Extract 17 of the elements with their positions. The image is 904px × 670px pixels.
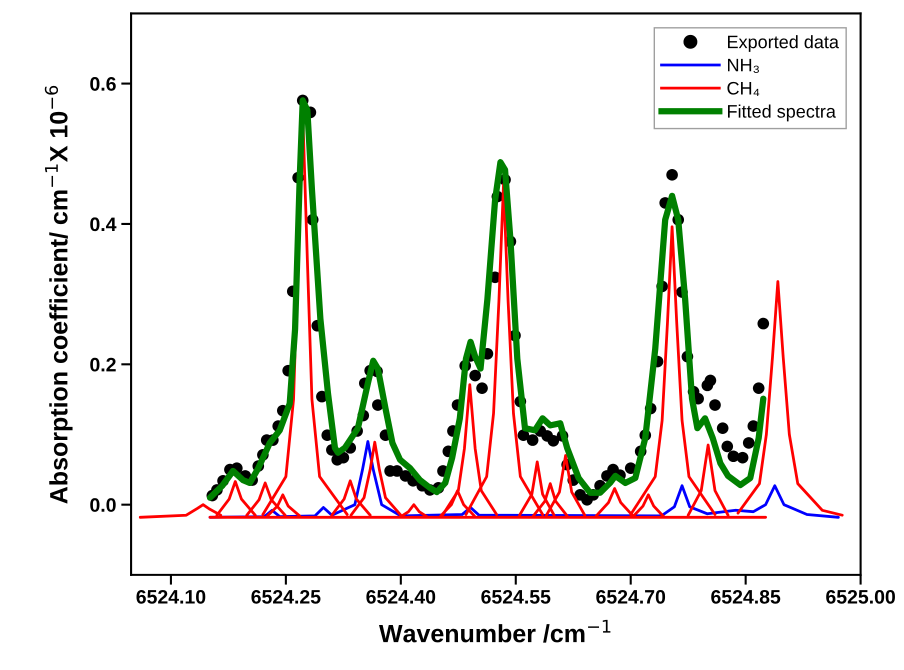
legend-label: Fitted spectra: [728, 104, 836, 122]
legend-label: CH₄: [727, 82, 760, 96]
y-tick-label: 0.0: [90, 498, 116, 512]
y-tick-label: 0.4: [90, 217, 116, 232]
y-tick-label: 0.6: [90, 77, 116, 91]
x-tick-label: 6524.10: [136, 590, 206, 604]
x-tick-label: 6524.25: [251, 590, 320, 604]
legend-label: NH₃: [728, 58, 759, 73]
x-tick-label: 6524.40: [366, 590, 436, 604]
x-tick-label: 6524.55: [481, 590, 550, 604]
legend-label: Exported data: [728, 35, 839, 52]
y-axis-title: Absorption coefficient/ cm$^{−1}$X 10$^{−6}$: [44, 86, 73, 504]
x-tick-label: 6524.85: [711, 590, 780, 604]
y-tick-label: 0.2: [90, 358, 116, 372]
x-axis-title: Wavenumber /cm$^{−1}$: [378, 620, 610, 643]
x-tick-label: 6524.70: [596, 590, 666, 604]
x-tick-label: 6525.00: [826, 590, 895, 604]
